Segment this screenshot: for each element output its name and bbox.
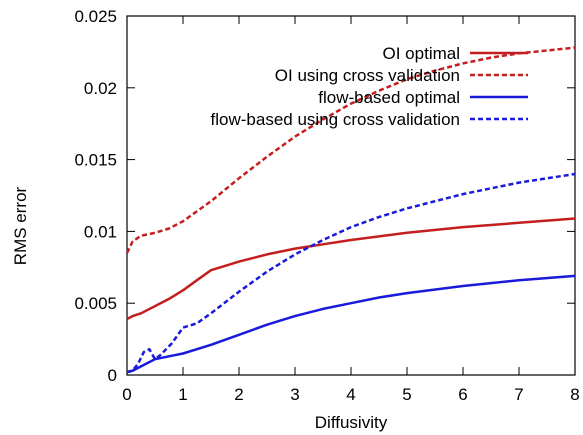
y-tick-label: 0	[108, 366, 117, 385]
y-tick-label: 0.01	[84, 222, 117, 241]
legend-label: OI using cross validation	[275, 66, 460, 85]
legend: OI optimal OI using cross validation flow-…	[211, 44, 528, 129]
x-tick-label: 7	[514, 385, 523, 404]
y-axis-label: RMS error	[11, 186, 30, 265]
x-tick-label: 0	[122, 385, 131, 404]
series-line-2	[125, 46, 576, 254]
y-tick-label: 0.025	[74, 7, 117, 26]
x-tick-label: 2	[234, 385, 243, 404]
series-line-3	[126, 274, 576, 374]
series-line-4	[126, 172, 576, 374]
x-tick-label: 6	[458, 385, 467, 404]
x-tick-label: 4	[346, 385, 355, 404]
x-tick-label: 1	[178, 385, 187, 404]
y-tick-label: 0.02	[84, 79, 117, 98]
y-tick-label: 0.005	[74, 294, 117, 313]
x-axis-ticks: 0 1 2 3 4 5 6 7 8	[122, 16, 580, 404]
x-axis-label: Diffusivity	[315, 413, 388, 432]
x-tick-label: 5	[402, 385, 411, 404]
x-tick-label: 8	[570, 385, 579, 404]
y-axis-ticks: 0 0.005 0.01 0.015 0.02 0.025	[74, 7, 575, 385]
series-layer	[125, 46, 576, 374]
legend-label: OI optimal	[383, 44, 460, 63]
x-tick-label: 3	[290, 385, 299, 404]
legend-label: flow-based using cross validation	[211, 110, 460, 129]
y-tick-label: 0.015	[74, 151, 117, 170]
legend-label: flow-based optimal	[318, 88, 460, 107]
series-line-1	[126, 217, 576, 321]
